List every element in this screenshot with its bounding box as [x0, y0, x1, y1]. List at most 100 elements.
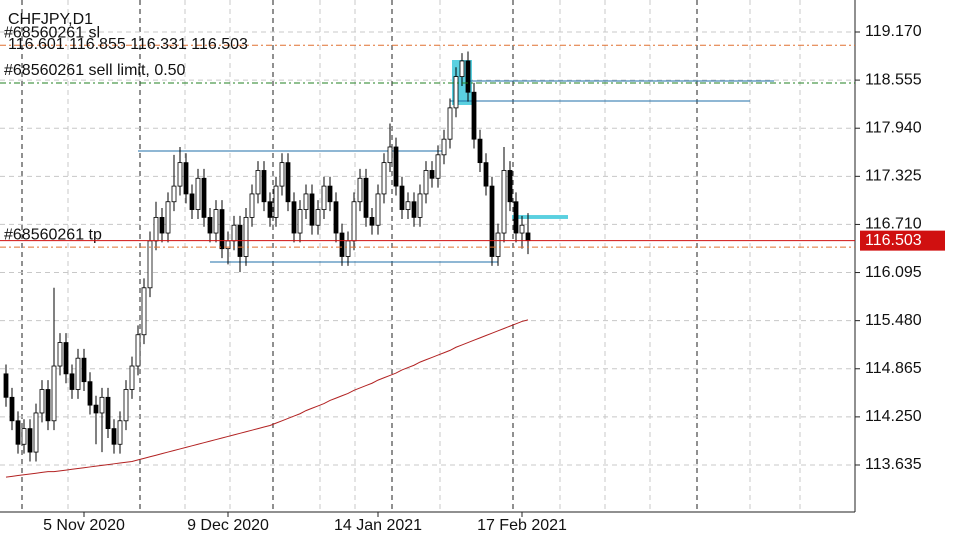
order-label: #68560261 sell limit, 0.50 [4, 62, 186, 79]
last-price-box [860, 230, 945, 251]
candle-body [105, 396, 111, 430]
candle-body [219, 209, 225, 250]
x-tick-label: 9 Dec 2020 [187, 517, 269, 534]
y-tick-label: 117.325 [865, 168, 922, 185]
candle-body [255, 170, 261, 195]
candle-body [177, 162, 183, 187]
y-tick-label: 119.170 [865, 23, 922, 40]
candle-body [165, 201, 171, 234]
candle-body [321, 185, 327, 210]
candle-body [399, 185, 405, 210]
y-tick-label: 114.865 [865, 360, 922, 377]
y-tick-label: 116.710 [865, 216, 922, 233]
candle-body [57, 342, 63, 367]
ohlc-text: 116.601 116.855 116.331 116.503 [8, 36, 248, 53]
moving-average [5, 319, 529, 478]
candle-body [243, 216, 249, 257]
candle-body [195, 177, 201, 210]
x-tick-label: 5 Nov 2020 [43, 517, 125, 534]
candle-body [273, 185, 279, 218]
candle-body [261, 170, 267, 203]
candle-body [285, 162, 291, 203]
candle-body [213, 209, 219, 234]
y-tick-label: 115.480 [865, 312, 922, 329]
candle-body [75, 357, 81, 390]
candle-body [111, 428, 117, 445]
candle-body [81, 357, 87, 383]
candle-body [141, 287, 147, 336]
candle-body [387, 146, 393, 164]
candle-body [39, 389, 45, 414]
candle-body [279, 162, 285, 187]
y-tick-label: 118.555 [865, 71, 922, 88]
candle-body [123, 389, 129, 422]
candle-body [369, 216, 375, 226]
y-tick-label: 116.095 [865, 264, 922, 281]
candle-body [93, 404, 99, 414]
candle-body [405, 201, 411, 210]
candle-body [411, 201, 417, 218]
candle-body [393, 146, 399, 187]
candle-body [99, 396, 105, 414]
candle-body [351, 201, 357, 242]
candle-body [381, 162, 387, 195]
candle-body [15, 420, 21, 445]
candle-body [27, 428, 33, 453]
candle-body [441, 138, 447, 156]
candle-body [153, 216, 159, 242]
candle-body [363, 177, 369, 218]
candle-body [375, 193, 381, 226]
candle-body [507, 170, 513, 203]
candle-body [9, 396, 15, 422]
x-tick-label: 17 Feb 2021 [477, 517, 567, 534]
order-label: #68560261 tp [4, 226, 102, 243]
candle-body [69, 373, 75, 390]
candle-body [117, 420, 123, 445]
candle-body [183, 162, 189, 195]
candle-body [345, 240, 351, 257]
candle-body [327, 185, 333, 203]
candle-body [453, 76, 459, 109]
candle-body [315, 209, 321, 226]
candle-body [501, 170, 507, 234]
candle-body [51, 365, 57, 422]
candle-body [447, 107, 453, 140]
zone [512, 215, 568, 219]
y-tick-label: 117.940 [865, 119, 922, 136]
candle-body [87, 381, 93, 406]
candle-body [483, 162, 489, 187]
candle-body [417, 193, 423, 218]
candle-body [189, 193, 195, 210]
x-tick-label: 14 Jan 2021 [334, 517, 422, 534]
candle-body [339, 232, 345, 257]
candle-body [513, 201, 519, 234]
candle-body [267, 201, 273, 218]
candle-body [147, 240, 153, 289]
candle-body [303, 193, 309, 210]
candle-body [309, 193, 315, 226]
order-label: #68560261 sl [4, 25, 100, 42]
candle-body [249, 193, 255, 218]
candle-body [3, 373, 9, 398]
candle-body [465, 60, 471, 93]
candle-body [357, 177, 363, 203]
candle-body [429, 170, 435, 179]
candle-body [129, 365, 135, 390]
candle-body [471, 91, 477, 140]
candle-body [459, 60, 465, 77]
y-tick-label: 113.635 [865, 456, 922, 473]
candle-body [207, 216, 213, 234]
candle-body [171, 185, 177, 203]
candle-body [159, 216, 165, 234]
candle-body [63, 342, 69, 375]
last-price-label: 116.503 [865, 232, 922, 249]
candle-body [33, 412, 39, 453]
candle-body [291, 201, 297, 234]
candle-body [435, 154, 441, 179]
candle-body [135, 334, 141, 367]
candle-body [489, 185, 495, 257]
candle-body [423, 170, 429, 195]
candle-body [201, 177, 207, 218]
y-tick-label: 114.250 [865, 408, 922, 425]
